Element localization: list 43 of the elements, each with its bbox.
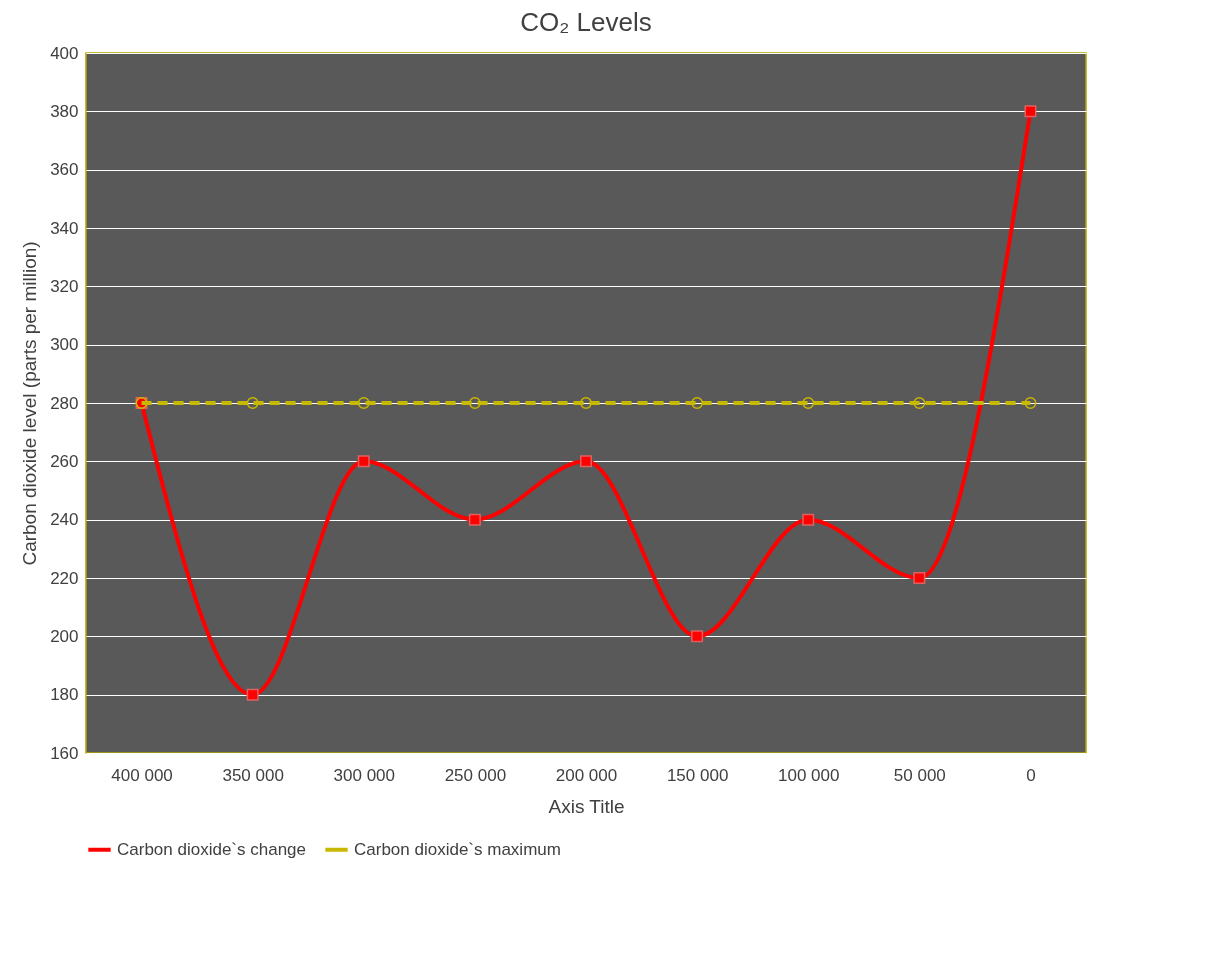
y-tick-label: 300 bbox=[50, 335, 79, 355]
point bbox=[357, 397, 370, 409]
point bbox=[913, 572, 926, 584]
point bbox=[246, 688, 259, 701]
y-tick-label: 360 bbox=[50, 160, 79, 180]
point bbox=[580, 397, 592, 409]
y-tick-label: 260 bbox=[50, 451, 79, 471]
point bbox=[802, 397, 815, 409]
y-tick-label: 220 bbox=[50, 568, 79, 588]
y-tick-label: 380 bbox=[50, 101, 79, 121]
point bbox=[246, 397, 259, 409]
y-tick-label: 180 bbox=[50, 685, 79, 705]
point bbox=[468, 397, 481, 409]
x-tick-label: 250 000 bbox=[444, 765, 507, 785]
y-tick-label: 400 bbox=[50, 43, 79, 63]
x-tick-label: 150 000 bbox=[666, 765, 729, 785]
y-tick-label: 240 bbox=[50, 510, 79, 530]
x-tick-label: 200 000 bbox=[555, 765, 618, 785]
y-tick-label: 280 bbox=[50, 393, 79, 413]
x-tick-label: 0 bbox=[1026, 765, 1036, 785]
x-tick-label: 100 000 bbox=[778, 765, 840, 785]
point bbox=[580, 455, 592, 468]
y-tick-label: 160 bbox=[50, 743, 79, 763]
point bbox=[468, 513, 481, 526]
x-tick-label: 50 000 bbox=[893, 765, 946, 785]
point bbox=[1024, 105, 1037, 118]
y-tick-label: 340 bbox=[50, 218, 79, 238]
y-tick-label: 200 bbox=[50, 626, 79, 646]
point bbox=[691, 630, 704, 643]
legend-label: Carbon dioxide`s maximum bbox=[354, 839, 561, 859]
chart-title: CO₂ Levels bbox=[520, 7, 652, 37]
point bbox=[913, 397, 926, 409]
point bbox=[1024, 397, 1037, 409]
point bbox=[357, 455, 370, 468]
x-axis-title: Axis Title bbox=[548, 795, 625, 817]
x-tick-label: 350 000 bbox=[222, 765, 284, 785]
point bbox=[802, 513, 815, 526]
y-axis-title: Carbon dioxide level (parts per million) bbox=[19, 241, 41, 566]
x-tick-label: 400 000 bbox=[111, 765, 173, 785]
point bbox=[691, 397, 704, 409]
x-tick-label: 300 000 bbox=[333, 765, 395, 785]
legend-label: Carbon dioxide`s change bbox=[117, 839, 307, 859]
y-tick-label: 320 bbox=[50, 276, 79, 296]
